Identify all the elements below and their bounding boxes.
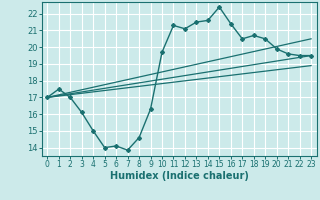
- X-axis label: Humidex (Indice chaleur): Humidex (Indice chaleur): [110, 171, 249, 181]
